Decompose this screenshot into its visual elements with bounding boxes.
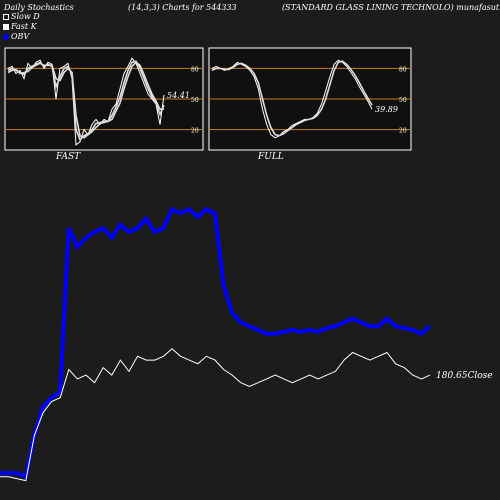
legend: Slow D Fast K OBV	[3, 12, 40, 42]
fast-tick-label: 80	[191, 66, 199, 73]
chart-title-right: (STANDARD GLASS LINING TECHNOLO) munafas…	[282, 3, 500, 12]
chart-title-mid: (14,3,3) Charts for 544333	[128, 3, 237, 12]
fast-panel-label: FAST	[56, 152, 81, 162]
legend-label-slow-d: Slow D	[11, 12, 40, 21]
full-series-line	[211, 60, 373, 137]
legend-swatch-obv	[3, 34, 9, 40]
full-panel-label: FULL	[258, 152, 284, 162]
full-tick-label: 50	[399, 97, 407, 104]
fast-series-line	[7, 60, 165, 142]
fast-tick-label: 50	[191, 97, 199, 104]
fast-series-line	[7, 61, 164, 139]
legend-item-obv: OBV	[3, 32, 40, 42]
close-price-label: 180.65Close	[436, 371, 493, 381]
legend-label-obv: OBV	[11, 32, 30, 41]
fast-value-label: 54.41	[167, 91, 190, 100]
chart-title-left: Daily Stochastics	[4, 3, 74, 12]
obv-line	[0, 206, 432, 480]
legend-item-slow-d: Slow D	[3, 12, 40, 22]
legend-label-fast-k: Fast K	[11, 22, 37, 31]
price-line	[0, 348, 431, 482]
fast-tick-label: 20	[191, 128, 199, 135]
full-series-line	[211, 59, 373, 139]
full-tick-label: 80	[399, 66, 407, 73]
legend-swatch-fast-k	[3, 24, 9, 30]
full-value-label: 39.89	[375, 105, 398, 114]
legend-swatch-slow-d	[3, 14, 9, 20]
full-tick-label: 20	[399, 128, 407, 135]
legend-item-fast-k: Fast K	[3, 22, 40, 32]
